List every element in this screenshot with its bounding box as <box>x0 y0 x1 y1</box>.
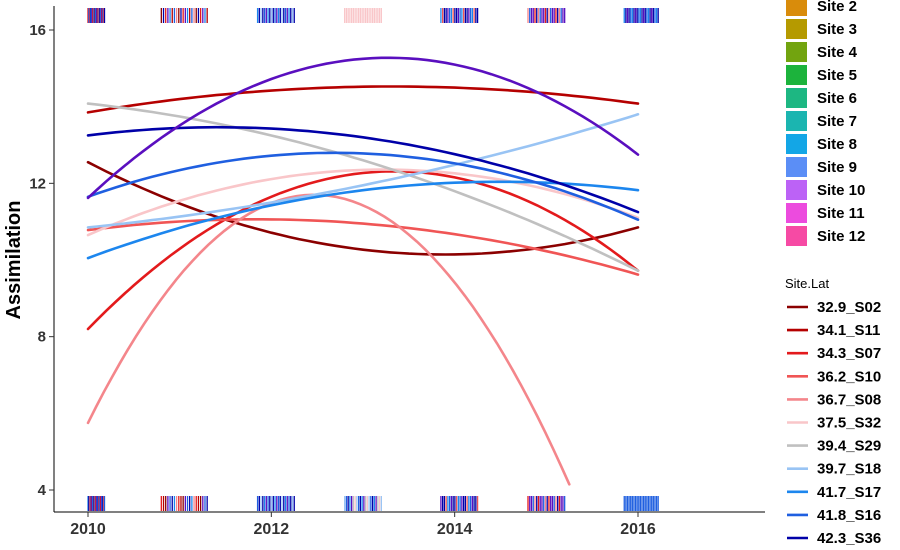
series-line-37.5_S32 <box>86 168 640 237</box>
site-legend-swatch <box>786 180 807 200</box>
series-line-39.4_S29 <box>86 102 640 273</box>
x-tick-label: 2012 <box>254 521 290 538</box>
site-legend-label: Site 9 <box>817 159 857 176</box>
series-line-41.8_S16 <box>86 151 640 221</box>
line-legend-label: 41.7_S17 <box>817 484 881 501</box>
x-axis-ticks: 2010 2012 2014 2016 <box>70 512 656 538</box>
series-line-32.9_S02 <box>86 160 640 256</box>
site-legend-swatch <box>786 111 807 131</box>
site-legend-swatch <box>786 19 807 39</box>
x-tick-label: 2014 <box>437 521 473 538</box>
y-tick-label: 8 <box>38 329 46 346</box>
site-legend-label: Site 3 <box>817 21 857 38</box>
rug-marks <box>87 8 659 511</box>
site-legend-label: Site 10 <box>817 182 865 199</box>
series-line-36.2_S10 <box>86 218 640 276</box>
site-legend-label: Site 5 <box>817 67 857 84</box>
series-line-39.7_S18 <box>86 113 640 229</box>
site-legend-swatch <box>786 65 807 85</box>
site-legend-swatch <box>786 88 807 108</box>
y-axis-title: Assimilation <box>3 201 25 320</box>
series-line-36.7_S08 <box>86 193 571 486</box>
site-legend-swatch <box>786 134 807 154</box>
line-legend-title: Site.Lat <box>785 276 829 291</box>
series-line-34.3_S07 <box>86 169 640 331</box>
line-legend-label: 39.4_S29 <box>817 438 881 455</box>
site-legend-label: Site 2 <box>817 0 857 15</box>
y-tick-label: 12 <box>29 175 46 192</box>
site-legend-label: Site 4 <box>817 44 858 61</box>
y-tick-label: 16 <box>29 22 46 39</box>
x-tick-label: 2010 <box>70 521 106 538</box>
line-legend-label: 36.2_S10 <box>817 368 881 385</box>
site-legend-label: Site 11 <box>817 205 865 222</box>
site-legend-label: Site 7 <box>817 113 857 130</box>
site-legend-swatch <box>786 157 807 177</box>
site-legend-label: Site 8 <box>817 136 857 153</box>
series-line-41.7_S17 <box>86 180 640 260</box>
site-legend: Site 2 Site 3 Site 4 Site 5 Site 6 Site 7 Site… <box>786 0 865 246</box>
line-legend-label: 34.3_S07 <box>817 345 881 362</box>
line-legend-label: 39.7_S18 <box>817 461 881 478</box>
site-legend-swatch <box>786 0 807 16</box>
x-tick-label: 2016 <box>620 521 656 538</box>
line-legend-label: 42.3_S36 <box>817 530 881 547</box>
line-legend-label: 34.1_S11 <box>817 322 880 339</box>
series-line-unlabeled-11 <box>86 56 640 200</box>
series-lines <box>86 56 640 486</box>
line-legend-label: 32.9_S02 <box>817 299 881 316</box>
site-legend-swatch <box>786 42 807 62</box>
line-legend-label: 36.7_S08 <box>817 391 881 408</box>
line-legend-label: 41.8_S16 <box>817 507 881 524</box>
axes <box>53 6 765 513</box>
line-legend-label: 37.5_S32 <box>817 415 881 432</box>
site-legend-label: Site 6 <box>817 90 857 107</box>
series-line-42.3_S36 <box>86 125 640 214</box>
y-axis-ticks: 4 8 12 16 <box>29 22 54 499</box>
site-legend-swatch <box>786 203 807 223</box>
site-legend-label: Site 12 <box>817 228 865 245</box>
line-legend: 32.9_S02 34.1_S11 34.3_S07 36.2_S10 36.7_S08… <box>787 299 881 547</box>
series-line-34.1_S11 <box>86 85 640 114</box>
y-tick-label: 4 <box>38 482 47 499</box>
site-legend-swatch <box>786 226 807 246</box>
